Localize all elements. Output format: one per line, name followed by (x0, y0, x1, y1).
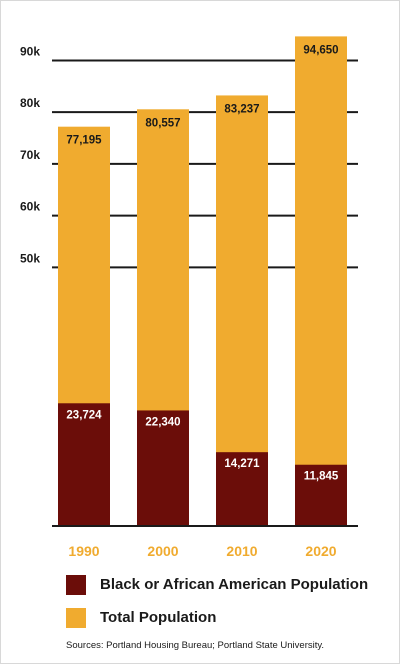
legend-label-total: Total Population (100, 609, 217, 626)
data-label-black-2020: 11,845 (304, 471, 339, 483)
data-label-black-2000: 22,340 (145, 416, 180, 428)
legend-swatch-black (66, 575, 86, 595)
source-note: Sources: Portland Housing Bureau; Portla… (66, 640, 325, 651)
y-tick-label-60k: 60k (20, 200, 40, 214)
legend-label-black: Black or African American Population (100, 576, 369, 593)
x-tick-label-2020: 2020 (305, 543, 336, 559)
data-label-black-2010: 14,271 (224, 458, 260, 470)
bar-black-2020 (295, 464, 347, 526)
data-label-black-1990: 23,724 (66, 409, 102, 421)
legend-item-black-population: Black or African American Population (66, 575, 386, 599)
bar-black-2000 (137, 410, 189, 526)
data-label-total-1990: 77,195 (66, 135, 102, 147)
legend-swatch-total (66, 608, 86, 628)
y-tick-label-80k: 80k (20, 96, 40, 110)
x-tick-label-2010: 2010 (226, 543, 257, 559)
legend-item-total-population: Total Population (66, 608, 386, 632)
bar-total-2020 (295, 36, 347, 527)
bar-black-2010 (216, 452, 268, 526)
x-tick-label-1990: 1990 (68, 543, 99, 559)
data-label-total-2010: 83,237 (224, 103, 259, 115)
x-tick-label-2000: 2000 (147, 543, 178, 559)
y-tick-label-90k: 90k (20, 44, 40, 58)
bar-black-1990 (58, 403, 110, 526)
y-tick-label-70k: 70k (20, 148, 40, 162)
data-label-total-2020: 94,650 (303, 44, 338, 56)
data-label-total-2000: 80,557 (145, 117, 180, 129)
y-tick-label-50k: 50k (20, 251, 40, 265)
